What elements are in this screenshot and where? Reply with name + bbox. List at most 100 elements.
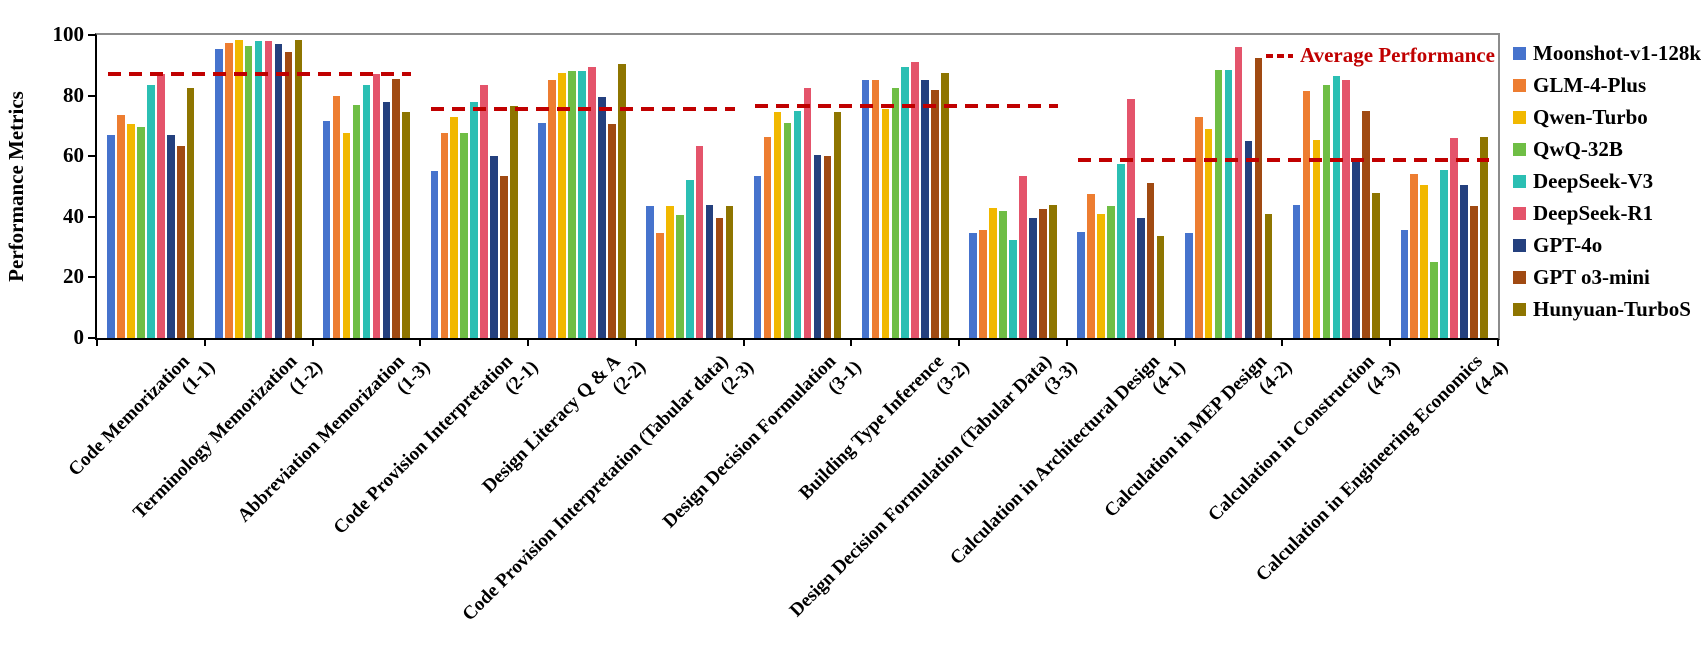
bar-DeepSeek-R1-(4-4) (1450, 138, 1458, 338)
x-axis-tick (203, 339, 206, 346)
legend-item-GPT o3-mini: GPT o3-mini (1513, 261, 1701, 293)
bar-QwQ-32B-(1-2) (244, 45, 253, 338)
bar-GPT o3-mini-(4-4) (1470, 206, 1478, 338)
legend-swatch (1513, 78, 1526, 92)
average-line (754, 104, 1058, 109)
bar-Qwen-Turbo-(2-3) (666, 206, 674, 338)
bar-Moonshot-v1-128k-(4-3) (1292, 204, 1301, 338)
bar-GPT-4o-(3-2) (921, 80, 929, 338)
bar-GPT o3-mini-(3-1) (823, 156, 832, 338)
bar-GPT o3-mini-(1-2) (284, 51, 293, 338)
y-axis-tick (88, 337, 95, 339)
x-axis-tick (1065, 339, 1068, 346)
bar-DeepSeek-R1-(2-2) (588, 66, 596, 338)
average-line (1077, 158, 1489, 163)
y-axis-tick (88, 215, 95, 218)
legend-label: GPT o3-mini (1533, 264, 1650, 289)
legend-swatch (1513, 174, 1526, 188)
bar-QwQ-32B-(4-2) (1214, 69, 1223, 338)
bar-GPT-4o-(4-2) (1244, 141, 1253, 338)
bar-Moonshot-v1-128k-(4-2) (1184, 233, 1193, 338)
bar-GPT o3-mini-(4-3) (1362, 110, 1370, 338)
bar-Hunyuan-TurboS-(1-1) (186, 88, 195, 338)
legend-swatch (1513, 302, 1526, 316)
bar-GPT-4o-(4-4) (1460, 184, 1468, 338)
x-axis-tick (1389, 339, 1392, 346)
bar-QwQ-32B-(2-1) (460, 133, 469, 338)
y-axis-tick (88, 34, 95, 36)
bar-QwQ-32B-(3-2) (891, 88, 900, 338)
legend-item-GPT-4o: GPT-4o (1513, 229, 1701, 261)
bar-Moonshot-v1-128k-(2-2) (538, 122, 546, 338)
bar-GPT o3-mini-(4-1) (1146, 183, 1155, 338)
bar-DeepSeek-V3-(4-3) (1332, 75, 1341, 338)
legend-label: GLM-4-Plus (1533, 72, 1647, 97)
bar-DeepSeek-R1-(1-1) (157, 74, 165, 338)
bar-Hunyuan-TurboS-(2-1) (510, 106, 518, 338)
bar-GPT-4o-(4-1) (1136, 218, 1145, 338)
bar-Moonshot-v1-128k-(2-3) (646, 206, 654, 338)
bar-QwQ-32B-(4-4) (1430, 262, 1438, 338)
bar-Hunyuan-TurboS-(3-1) (833, 112, 842, 338)
x-axis-tick (634, 339, 637, 346)
legend: Moonshot-v1-128k GLM-4-Plus Qwen-Turbo QwQ-… (1513, 37, 1701, 325)
legend-item-Moonshot-v1-128k: Moonshot-v1-128k (1513, 37, 1701, 69)
average-performance-annotation: Average Performance (1266, 43, 1495, 68)
y-tick-label: 40 (63, 203, 84, 228)
x-axis-tick (742, 339, 745, 346)
legend-label: DeepSeek-R1 (1533, 200, 1654, 225)
x-axis-tick (311, 339, 314, 346)
legend-item-Qwen-Turbo: Qwen-Turbo (1513, 101, 1701, 133)
y-tick-label: 0 (73, 325, 85, 349)
y-tick-label: 60 (63, 143, 84, 168)
bar-Hunyuan-TurboS-(1-2) (294, 39, 303, 338)
bar-DeepSeek-R1-(4-1) (1126, 98, 1135, 338)
legend-label: QwQ-32B (1533, 136, 1623, 161)
legend-item-QwQ-32B: QwQ-32B (1513, 133, 1701, 165)
bar-DeepSeek-V3-(2-1) (470, 101, 478, 338)
x-axis-tick (96, 339, 98, 346)
bar-GLM-4-Plus-(4-4) (1410, 174, 1419, 338)
bar-DeepSeek-R1-(3-3) (1019, 175, 1027, 338)
bar-DeepSeek-V3-(1-3) (362, 84, 371, 338)
bar-GPT-4o-(2-1) (490, 156, 498, 338)
legend-label: Hunyuan-TurboS (1533, 296, 1691, 321)
legend-swatch (1513, 238, 1526, 252)
bar-GPT-4o-(4-3) (1352, 160, 1361, 338)
bar-Hunyuan-TurboS-(3-3) (1049, 204, 1057, 338)
bar-Hunyuan-TurboS-(2-3) (725, 206, 734, 338)
bar-DeepSeek-V3-(4-2) (1224, 69, 1233, 338)
bar-DeepSeek-V3-(2-3) (685, 180, 694, 338)
bar-GLM-4-Plus-(1-3) (332, 95, 341, 338)
bar-QwQ-32B-(2-2) (568, 71, 576, 338)
bar-GPT-4o-(3-1) (813, 154, 822, 338)
legend-item-DeepSeek-V3: DeepSeek-V3 (1513, 165, 1701, 197)
bar-DeepSeek-R1-(4-3) (1342, 80, 1351, 338)
y-axis-tick (88, 276, 95, 279)
bar-Moonshot-v1-128k-(3-1) (753, 175, 762, 338)
bar-GPT-4o-(3-3) (1029, 218, 1037, 338)
y-tick-label: 80 (63, 82, 84, 107)
legend-item-Hunyuan-TurboS: Hunyuan-TurboS (1513, 293, 1701, 325)
legend-swatch (1513, 46, 1526, 60)
bar-QwQ-32B-(2-3) (675, 215, 684, 338)
x-axis-tick (850, 339, 853, 346)
x-axis-tick (419, 339, 422, 346)
bar-Qwen-Turbo-(3-3) (989, 207, 997, 338)
legend-item-GLM-4-Plus: GLM-4-Plus (1513, 69, 1701, 101)
bar-QwQ-32B-(3-3) (999, 210, 1007, 338)
bar-QwQ-32B-(4-3) (1322, 84, 1331, 338)
bar-Qwen-Turbo-(1-2) (234, 39, 243, 338)
bar-Moonshot-v1-128k-(1-1) (107, 134, 115, 338)
bar-DeepSeek-R1-(3-2) (911, 62, 919, 338)
bar-GLM-4-Plus-(2-3) (656, 233, 664, 338)
bar-GPT-4o-(1-3) (382, 101, 391, 338)
legend-label: Qwen-Turbo (1533, 104, 1648, 129)
bar-DeepSeek-V3-(1-1) (147, 84, 155, 338)
x-axis-tick (958, 339, 961, 346)
bar-GLM-4-Plus-(1-1) (117, 115, 125, 338)
bar-GPT-4o-(1-2) (274, 44, 283, 338)
legend-swatch (1513, 142, 1526, 156)
average-line (431, 107, 735, 112)
